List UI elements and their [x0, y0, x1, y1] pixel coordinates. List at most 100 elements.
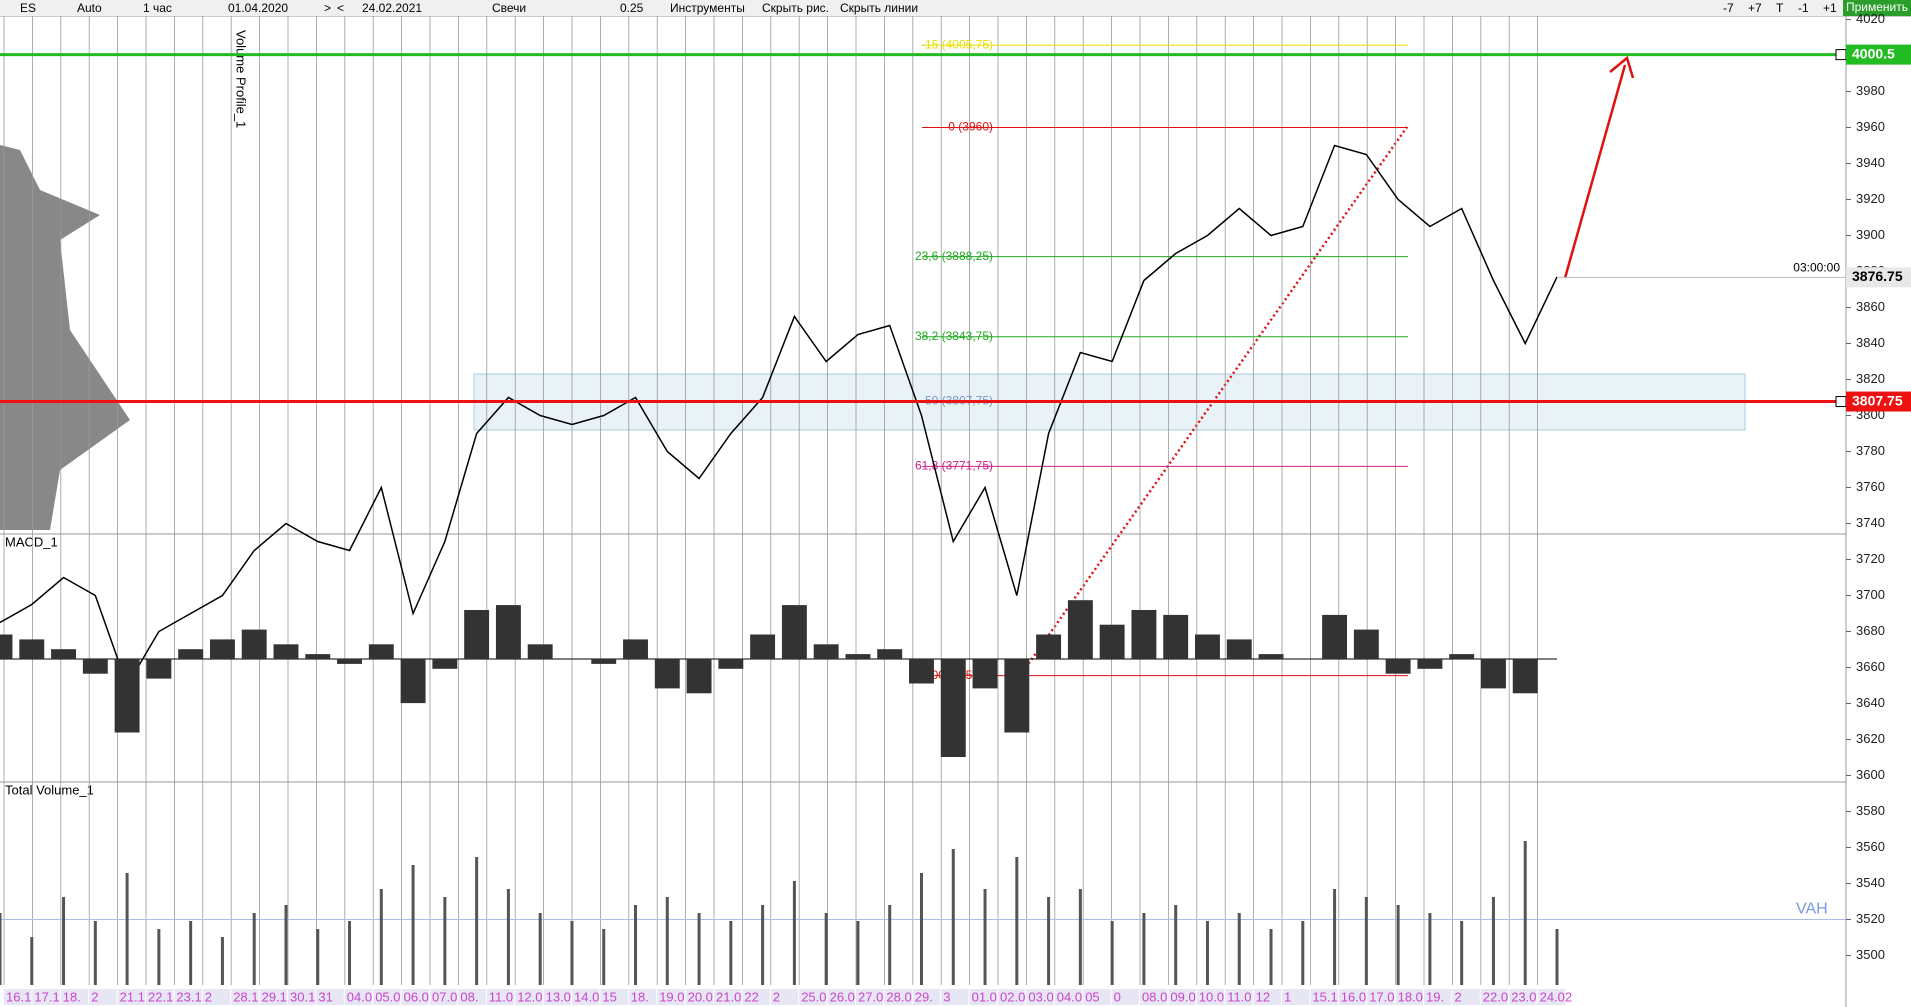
date-cell [1452, 989, 1480, 1005]
volume-profile [0, 145, 130, 530]
volume-bar [30, 937, 34, 985]
date-label: 0 [1114, 989, 1121, 1004]
tools[interactable]: Инструменты [670, 1, 745, 15]
prev[interactable]: < [337, 1, 345, 15]
volume-bar [443, 897, 447, 985]
volume-bar [1269, 929, 1273, 985]
date-label: 2 [773, 989, 780, 1004]
symbol[interactable]: ES [20, 1, 37, 15]
date-label: 24.02 [1540, 989, 1573, 1004]
date-cell [117, 989, 145, 1005]
btn[interactable]: -7 [1723, 1, 1734, 15]
volume-bar [1205, 921, 1209, 985]
date-cell [1054, 989, 1083, 1005]
date-label: 04.0 [347, 989, 372, 1004]
date-cell [288, 989, 316, 1005]
volume-bar [729, 921, 733, 985]
date-cell [1395, 989, 1423, 1005]
arrow [1563, 64, 1627, 279]
date-cell [827, 989, 855, 1005]
fib-label: 23,6 (3888,25) [915, 249, 993, 263]
step[interactable]: 0.25 [620, 1, 644, 15]
y-tick-label: 3560 [1856, 839, 1885, 854]
y-tick-label: 3900 [1856, 227, 1885, 242]
macd-bar [464, 610, 490, 659]
date-label: 08. [460, 989, 478, 1004]
date-label: 22 [744, 989, 758, 1004]
macd-bar [19, 639, 45, 659]
btn[interactable]: +1 [1823, 1, 1837, 15]
date-cell [259, 989, 287, 1005]
volume-bar [252, 913, 256, 985]
hide-lines[interactable]: Скрыть линии [840, 1, 919, 15]
date-label: 31 [318, 989, 332, 1004]
date-label: 16.1 [6, 989, 31, 1004]
date-label: 15 [602, 989, 616, 1004]
macd-bar [1417, 659, 1443, 669]
style[interactable]: Свечи [492, 1, 527, 15]
macd-bar [368, 644, 394, 659]
macd-bar [1322, 614, 1348, 659]
y-tick-label: 3780 [1856, 443, 1885, 458]
macd-bar [909, 659, 934, 684]
date-cell [1509, 989, 1537, 1005]
date-cell [628, 989, 657, 1005]
date-cell [600, 989, 628, 1005]
date-cell [884, 989, 912, 1005]
macd-bar [146, 659, 172, 679]
date-label: 14.0 [574, 989, 599, 1004]
date-label: 07.0 [432, 989, 457, 1004]
date-label: 28.1 [233, 989, 258, 1004]
date-label: 22.1 [148, 989, 173, 1004]
date-label: 09.0 [1170, 989, 1195, 1004]
macd-bar [1353, 629, 1379, 659]
volume-bar [1491, 897, 1495, 985]
timer: 03:00:00 [1793, 261, 1840, 275]
date-cell [202, 989, 231, 1005]
current-label: 3876.75 [1852, 268, 1903, 284]
period[interactable]: 1 час [143, 1, 172, 15]
level-label: 3807.75 [1852, 392, 1903, 408]
volume-bar [220, 937, 224, 985]
y-tick-label: 3600 [1856, 767, 1885, 782]
volume-bar [189, 921, 193, 985]
y-tick-label: 3700 [1856, 587, 1885, 602]
date-label: 17.1 [34, 989, 59, 1004]
fib-label: -15 (4005,75) [921, 37, 993, 51]
volume-bar [951, 849, 955, 985]
macd-bar [51, 649, 77, 659]
macd-bar [1163, 614, 1189, 659]
hide-drawings[interactable]: Скрыть рис. [762, 1, 830, 15]
btn[interactable]: +7 [1748, 1, 1762, 15]
btn[interactable]: T [1776, 1, 1784, 15]
scale[interactable]: Auto [77, 1, 102, 15]
volume-bar [919, 873, 923, 985]
date-cell [60, 989, 89, 1005]
date-cell [714, 989, 742, 1005]
date-label: 29.1 [262, 989, 287, 1004]
date-from[interactable]: 01.04.2020 [228, 1, 289, 15]
level-box [1846, 391, 1911, 412]
volume-bar [856, 921, 860, 985]
volume-bar [0, 913, 2, 985]
macd-bar [750, 634, 776, 659]
y-tick-label: 3940 [1856, 155, 1885, 170]
apply-button[interactable]: Применить [1843, 0, 1911, 16]
volume-bar [1301, 921, 1305, 985]
date-to[interactable]: 24.02.2021 [362, 1, 423, 15]
date-cell [657, 989, 685, 1005]
date-label: 21.0 [716, 989, 741, 1004]
volume-bar [379, 889, 383, 985]
date-cell [1140, 989, 1168, 1005]
date-label: 05 [1085, 989, 1099, 1004]
next[interactable]: > [324, 1, 332, 15]
volume-bar [125, 873, 129, 985]
y-tick-label: 3620 [1856, 731, 1885, 746]
macd-bar [718, 659, 744, 669]
y-tick-label: 3660 [1856, 659, 1885, 674]
date-label: 16.0 [1341, 989, 1366, 1004]
btn[interactable]: -1 [1798, 1, 1809, 15]
date-cell [572, 989, 600, 1005]
volume-bar [157, 929, 161, 985]
y-tick-label: 3720 [1856, 551, 1885, 566]
